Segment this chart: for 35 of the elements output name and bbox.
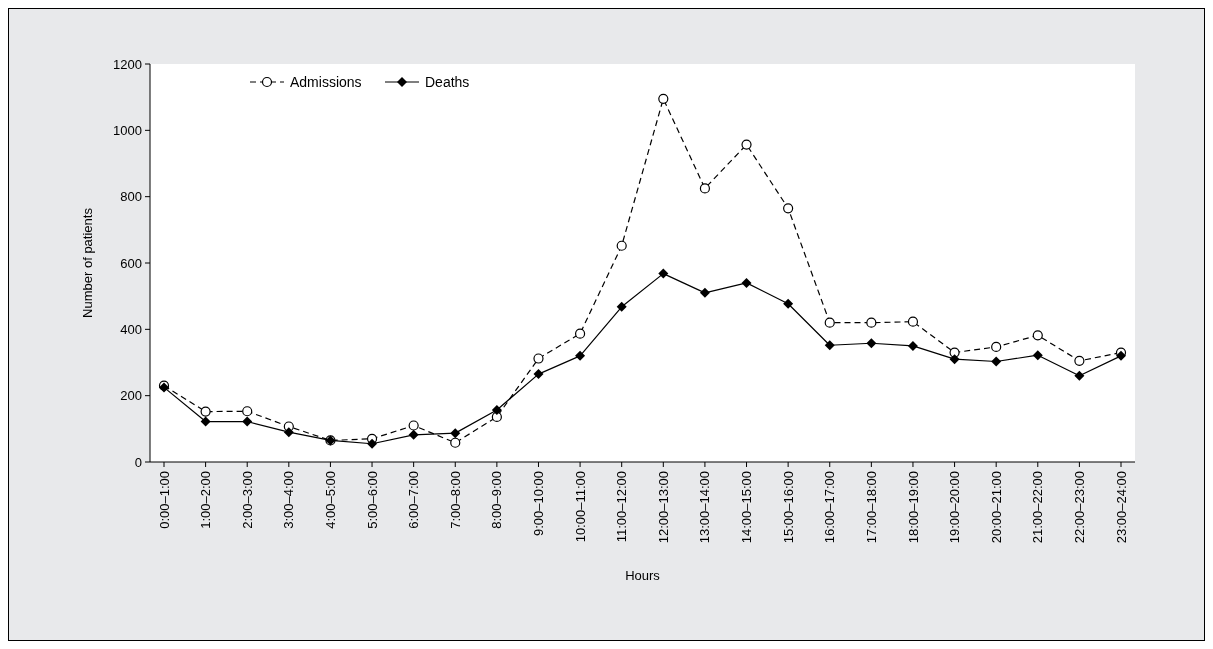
legend-label: Admissions [290, 73, 362, 90]
x-tick-label: 4:00–5:00 [322, 471, 338, 529]
x-tick-label: 18:00–19:00 [905, 471, 921, 544]
x-tick-label: 23:00–24:00 [1113, 471, 1129, 544]
x-tick-label: 8:00–9:00 [489, 471, 505, 529]
x-tick-label: 15:00–16:00 [780, 471, 796, 544]
x-tick-label: 21:00–22:00 [1030, 471, 1046, 544]
y-tick-label: 1200 [113, 56, 142, 72]
y-tick-label: 800 [120, 189, 142, 205]
x-tick-label: 7:00–8:00 [447, 471, 463, 529]
x-tick-label: 12:00–13:00 [655, 471, 671, 544]
x-tick-label: 19:00–20:00 [947, 471, 963, 544]
x-tick-label: 9:00–10:00 [531, 471, 547, 537]
x-tick-label: 17:00–18:00 [863, 471, 879, 544]
y-tick-label: 200 [120, 388, 142, 404]
x-tick-label: 10:00–11:00 [572, 471, 588, 543]
y-axis-title: Number of patients [80, 207, 95, 318]
y-tick-label: 0 [134, 454, 142, 470]
x-tick-label: 22:00–23:00 [1071, 471, 1087, 544]
x-tick-label: 3:00–4:00 [281, 471, 297, 529]
x-tick-label: 0:00–1:00 [156, 471, 172, 529]
x-tick-label: 16:00–17:00 [822, 471, 838, 544]
x-tick-label: 5:00–6:00 [364, 471, 380, 529]
x-tick-label: 14:00–15:00 [739, 471, 755, 544]
y-tick-label: 400 [120, 321, 142, 337]
y-tick-label: 600 [120, 255, 142, 271]
legend-label: Deaths [425, 73, 470, 90]
x-tick-label: 20:00–21:00 [988, 471, 1004, 544]
x-tick-label: 13:00–14:00 [697, 471, 713, 544]
x-tick-label: 1:00–2:00 [198, 471, 214, 529]
x-tick-label: 11:00–12:00 [614, 471, 630, 543]
x-tick-label: 2:00–3:00 [239, 471, 255, 529]
x-axis-title: Hours [625, 568, 661, 583]
y-tick-label: 1000 [113, 122, 142, 138]
x-tick-label: 6:00–7:00 [406, 471, 422, 529]
